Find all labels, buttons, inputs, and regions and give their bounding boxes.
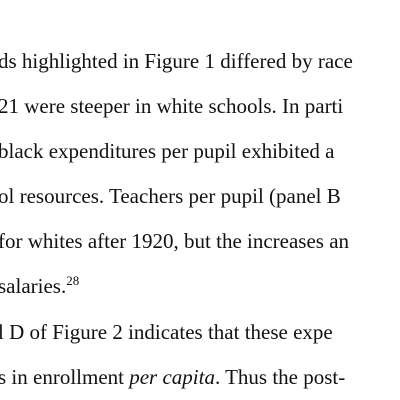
line-text: . Thus the post- (214, 365, 346, 389)
text-line: l D of Figure 2 indicates that these exp… (0, 320, 333, 344)
text-line: 21 were steeper in white schools. In par… (0, 94, 344, 118)
text-line: s in enrollment per capita. Thus the pos… (0, 365, 345, 389)
line-text: s in enrollment (0, 365, 130, 389)
line-text: salaries. (0, 274, 67, 298)
italic-term: per capita (129, 365, 215, 389)
text-line: ol resources. Teachers per pupil (panel … (0, 184, 341, 208)
text-line: ds highlighted in Figure 1 differed by r… (0, 49, 353, 73)
footnote-marker: 28 (66, 273, 80, 288)
text-line: black expenditures per pupil exhibited a (0, 139, 335, 163)
text-line: salaries.28 (0, 274, 79, 298)
text-line: for whites after 1920, but the increases… (0, 229, 350, 253)
